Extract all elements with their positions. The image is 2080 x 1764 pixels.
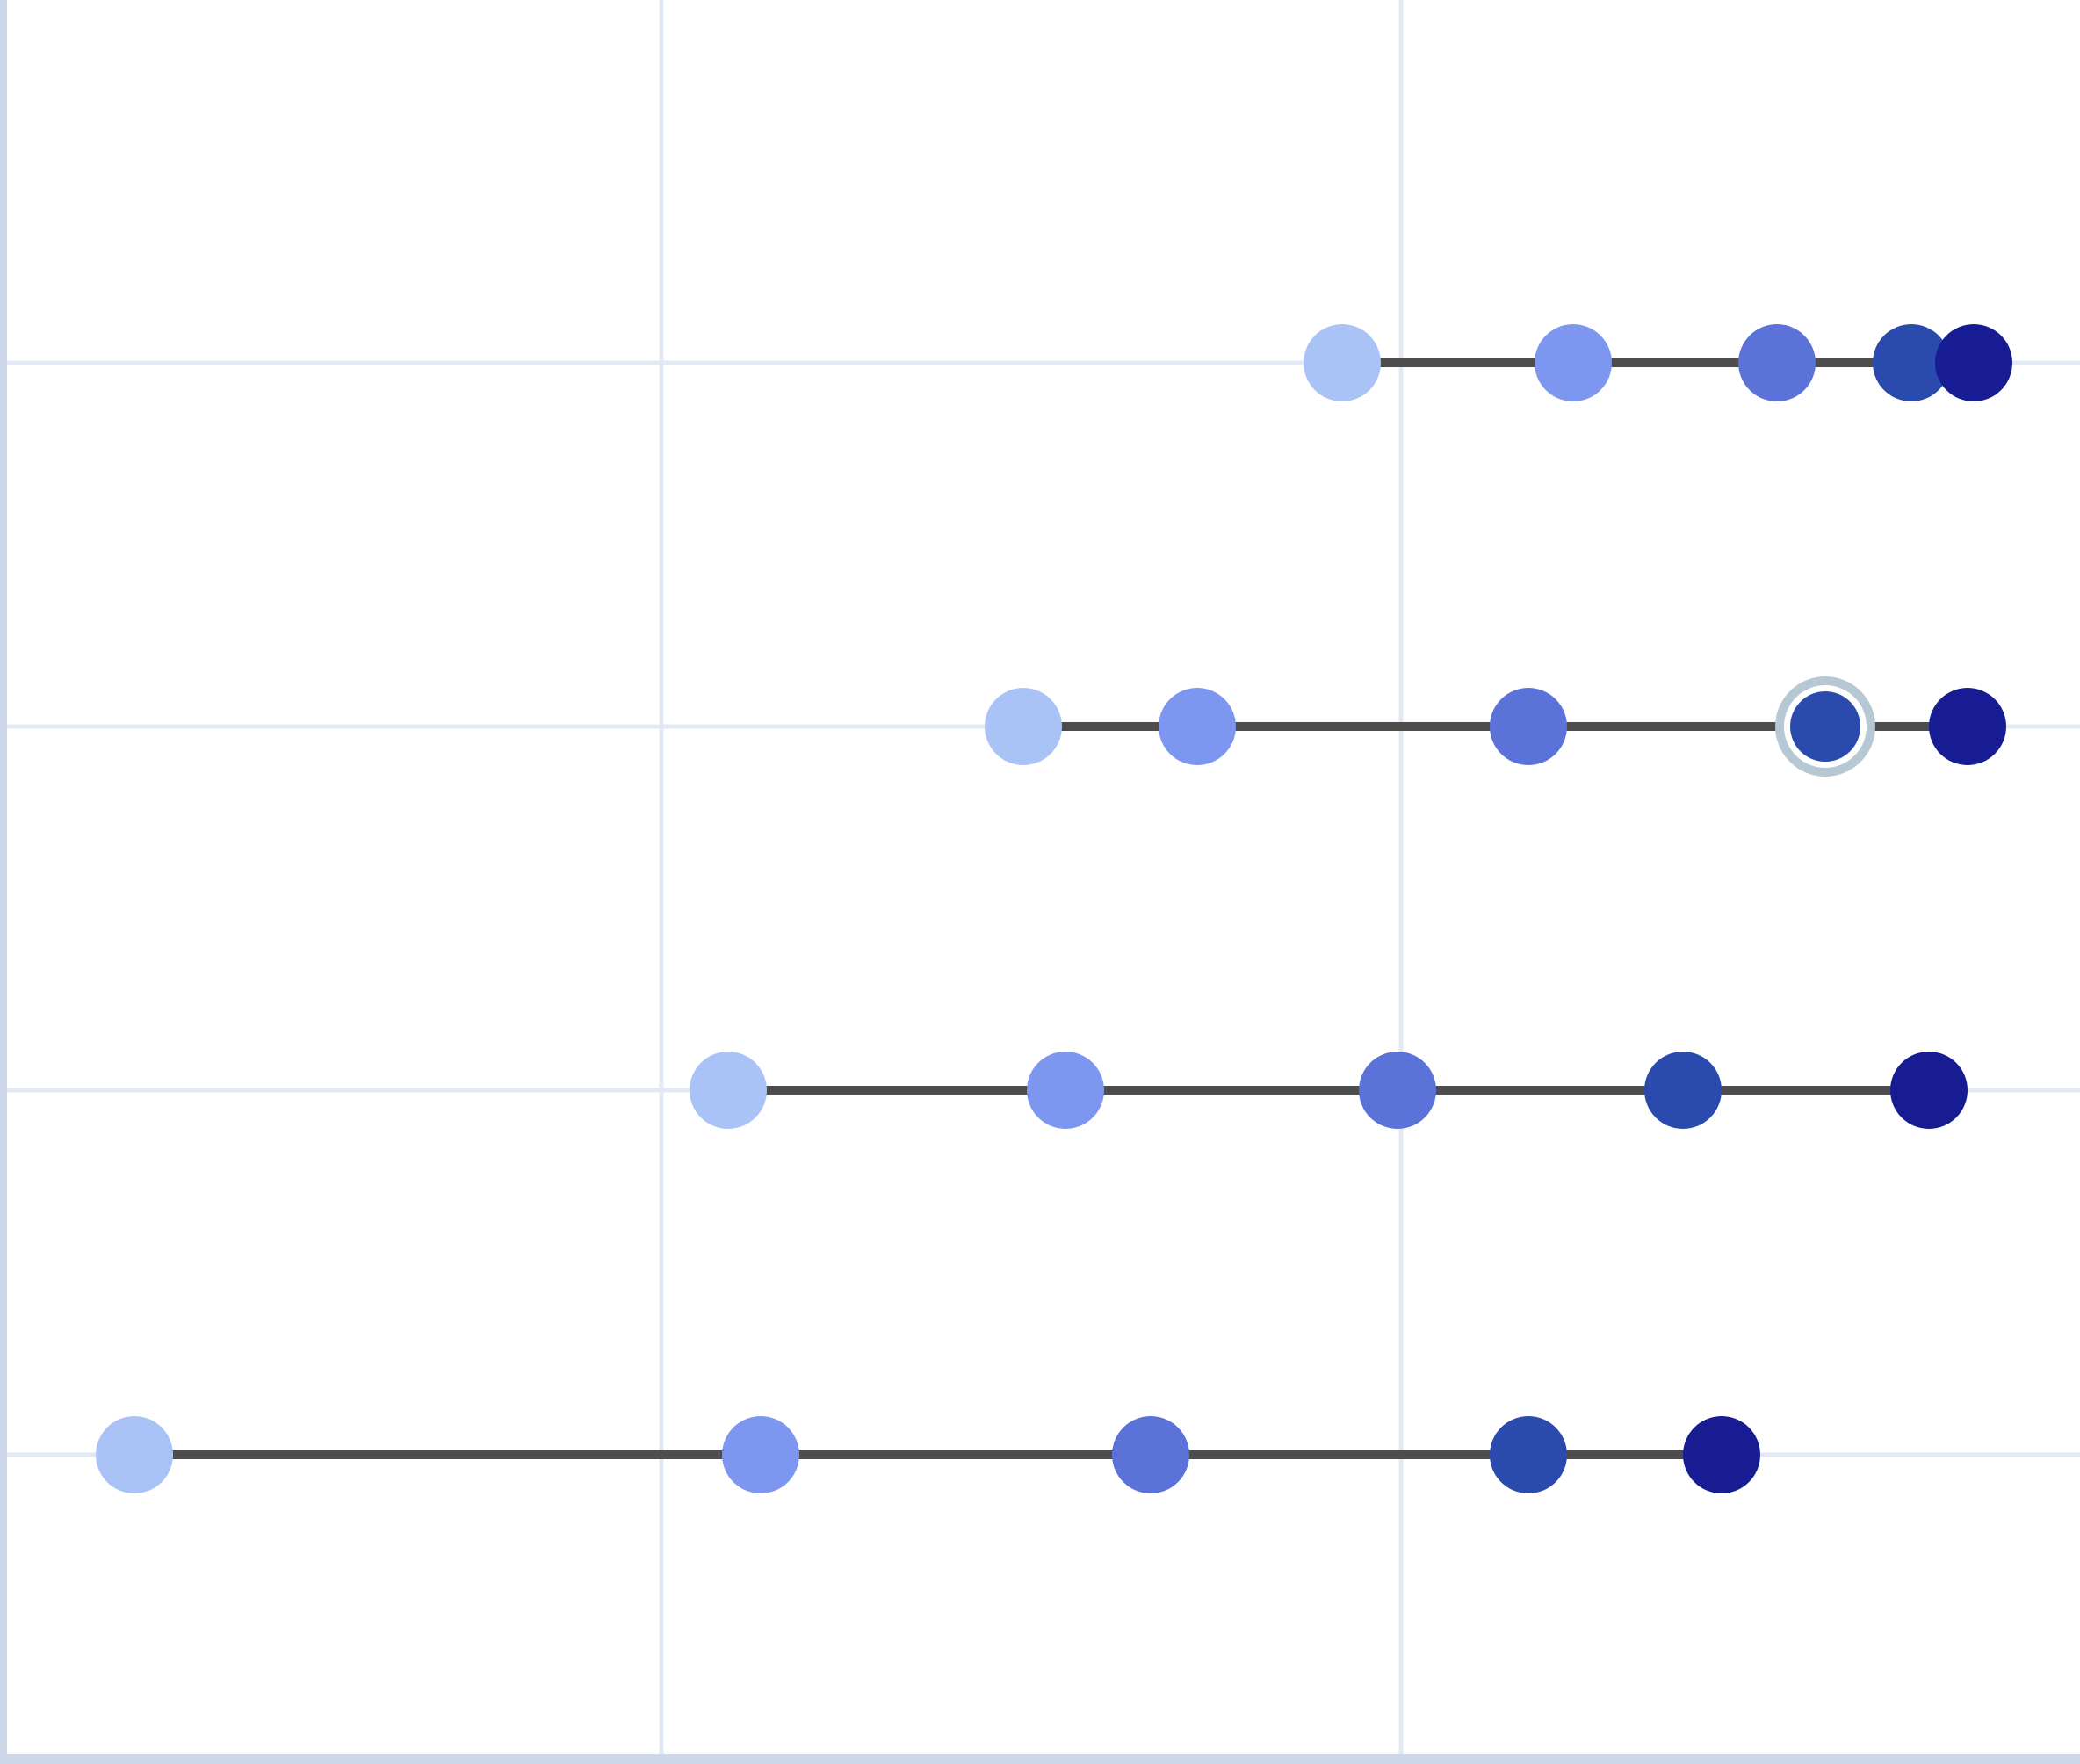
data-dot[interactable]: [1359, 1052, 1436, 1129]
data-dot[interactable]: [690, 1052, 767, 1129]
data-dot[interactable]: [1738, 324, 1816, 401]
data-dot[interactable]: [1683, 1416, 1760, 1493]
data-dot[interactable]: [1929, 688, 2006, 765]
data-dot[interactable]: [96, 1416, 173, 1493]
data-dot[interactable]: [1535, 324, 1612, 401]
data-dot[interactable]: [985, 688, 1062, 765]
data-dot[interactable]: [1490, 1416, 1567, 1493]
data-dot[interactable]: [1644, 1052, 1722, 1129]
data-dot[interactable]: [1890, 1052, 1968, 1129]
bottom-axis-border: [0, 1754, 2080, 1764]
data-dot-highlighted[interactable]: [1790, 691, 1860, 762]
data-dot[interactable]: [1159, 688, 1236, 765]
left-axis-border: [0, 0, 7, 1764]
data-dot[interactable]: [1112, 1416, 1189, 1493]
data-dot[interactable]: [1935, 324, 2012, 401]
data-dot[interactable]: [722, 1416, 799, 1493]
data-dot[interactable]: [1873, 324, 1950, 401]
data-dot[interactable]: [1490, 688, 1567, 765]
data-dot[interactable]: [1304, 324, 1381, 401]
data-dot[interactable]: [1027, 1052, 1104, 1129]
